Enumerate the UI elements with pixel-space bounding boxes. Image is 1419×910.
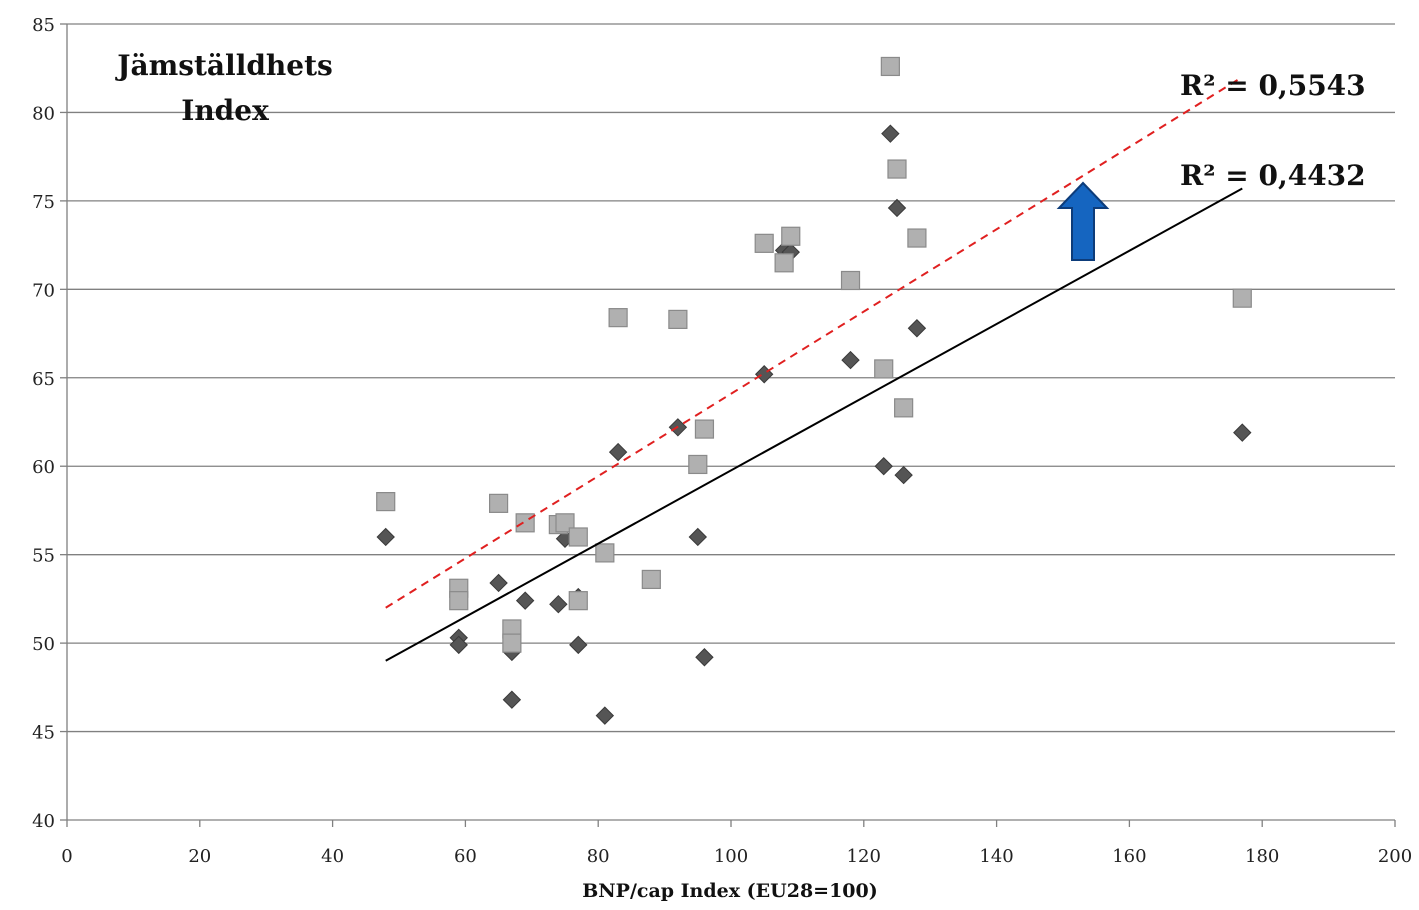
chart-title-line-2: Index bbox=[181, 94, 269, 127]
series-diamond-points bbox=[376, 124, 1252, 725]
square-point bbox=[502, 633, 522, 653]
square-point bbox=[907, 228, 927, 248]
y-tick-label: 80 bbox=[32, 103, 55, 124]
diamond-point bbox=[489, 573, 508, 593]
y-tick-label: 85 bbox=[32, 15, 55, 36]
x-tick-label: 200 bbox=[1378, 846, 1412, 867]
diamond-point bbox=[549, 594, 568, 614]
diamond-point bbox=[569, 635, 588, 655]
diamond-point bbox=[449, 635, 468, 655]
diamond-point bbox=[688, 527, 708, 547]
diamond-point bbox=[894, 465, 913, 485]
x-axis-title: BNP/cap Index (EU28=100) bbox=[582, 880, 878, 902]
square-point bbox=[608, 308, 628, 328]
trendline-label-solid: R² = 0,4432 bbox=[1180, 159, 1366, 192]
y-axis-ticks: 40 45 50 55 60 65 70 75 80 85 bbox=[32, 15, 67, 832]
trendline-dashed bbox=[385, 76, 1243, 609]
gridlines bbox=[67, 23, 1395, 733]
square-point bbox=[840, 270, 861, 291]
square-point bbox=[688, 454, 708, 475]
square-point bbox=[754, 233, 774, 253]
chart-title-line-1: Jämställdhets bbox=[114, 49, 333, 82]
y-tick-label: 40 bbox=[32, 811, 55, 832]
square-point bbox=[887, 159, 907, 179]
x-tick-label: 100 bbox=[714, 846, 748, 867]
trendline-solid bbox=[385, 187, 1243, 662]
trendlines bbox=[385, 76, 1243, 662]
x-tick-label: 60 bbox=[454, 846, 477, 867]
x-tick-label: 160 bbox=[1112, 846, 1146, 867]
x-tick-label: 140 bbox=[979, 846, 1013, 867]
square-point bbox=[641, 569, 661, 590]
square-point bbox=[781, 226, 801, 246]
x-tick-label: 120 bbox=[847, 846, 881, 867]
square-point bbox=[880, 56, 900, 77]
diamond-point bbox=[1233, 423, 1252, 442]
y-tick-label: 45 bbox=[32, 723, 55, 744]
diamond-point bbox=[695, 648, 714, 667]
diamond-point bbox=[608, 442, 628, 462]
y-tick-label: 70 bbox=[32, 280, 55, 301]
square-point bbox=[376, 492, 396, 512]
y-tick-label: 55 bbox=[32, 546, 55, 567]
square-point bbox=[694, 419, 715, 439]
y-tick-label: 75 bbox=[32, 192, 55, 213]
x-tick-label: 180 bbox=[1245, 846, 1279, 867]
diamond-point bbox=[887, 198, 907, 218]
square-point bbox=[489, 493, 509, 513]
x-tick-label: 40 bbox=[321, 846, 344, 867]
axes bbox=[66, 24, 1395, 821]
trendline-label-dashed: R² = 0,5543 bbox=[1180, 69, 1366, 102]
diamond-point bbox=[595, 706, 615, 725]
y-tick-label: 60 bbox=[32, 457, 55, 478]
diamond-point bbox=[874, 457, 893, 476]
square-point bbox=[894, 398, 914, 418]
square-point bbox=[555, 513, 575, 533]
square-point bbox=[449, 591, 469, 611]
square-point bbox=[1232, 288, 1252, 308]
y-tick-label: 65 bbox=[32, 369, 55, 390]
diamond-point bbox=[907, 319, 927, 338]
diamond-point bbox=[502, 690, 522, 709]
square-point bbox=[595, 543, 615, 563]
x-tick-label: 20 bbox=[188, 846, 211, 867]
square-point bbox=[668, 309, 688, 330]
square-point bbox=[774, 253, 794, 273]
diamond-point bbox=[376, 527, 395, 547]
diamond-point bbox=[515, 591, 535, 610]
diamond-point bbox=[754, 365, 774, 384]
series-square-points bbox=[376, 56, 1252, 653]
diamond-point bbox=[841, 350, 860, 370]
square-point bbox=[568, 527, 588, 547]
x-tick-label: 0 bbox=[61, 846, 72, 867]
x-tick-label: 80 bbox=[587, 846, 610, 867]
x-axis-ticks: 0 20 40 60 80 100 120 140 160 180 200 bbox=[61, 820, 1412, 867]
diamond-point bbox=[881, 124, 900, 143]
up-arrow-icon bbox=[1056, 181, 1110, 261]
square-point bbox=[874, 359, 894, 379]
square-point bbox=[568, 591, 588, 611]
y-tick-label: 50 bbox=[32, 634, 55, 655]
up-arrow-shape bbox=[1056, 181, 1110, 261]
